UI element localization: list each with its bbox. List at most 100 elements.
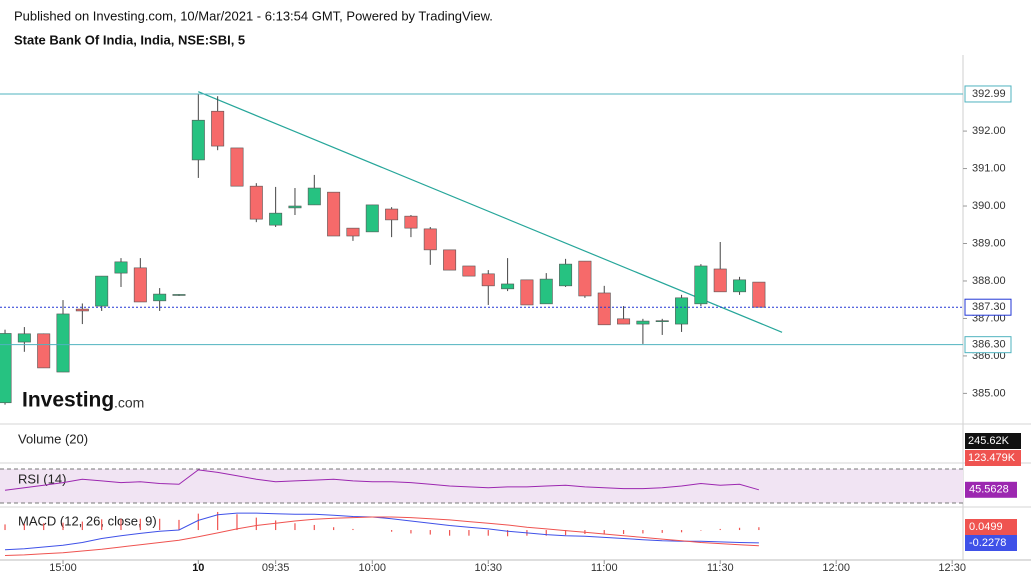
volume-bar <box>286 457 303 463</box>
trendline <box>198 91 783 333</box>
value-label: 245.62K <box>968 435 1010 447</box>
volume-bar <box>190 428 207 463</box>
volume-bar <box>557 454 574 463</box>
candle-body <box>713 268 727 293</box>
candle-body <box>95 275 109 307</box>
candle-body <box>346 227 360 237</box>
value-label-box <box>965 450 1021 466</box>
x-tick-label: 10 <box>192 562 204 574</box>
candle-body <box>230 147 244 187</box>
x-tick-label: 10:00 <box>359 562 387 574</box>
rsi-band <box>0 469 963 504</box>
y-tick-label: 389.00 <box>972 237 1006 249</box>
y-tick-label: 392.00 <box>972 125 1006 137</box>
candle-body <box>0 333 12 404</box>
candle-body <box>752 281 766 308</box>
candle-body <box>675 297 689 325</box>
volume-bar <box>634 456 651 463</box>
candle-body <box>211 110 225 147</box>
level-label: 392.99 <box>972 88 1006 100</box>
volume-bar <box>460 457 477 463</box>
volume-bar <box>576 456 593 463</box>
candle-body <box>520 279 534 306</box>
y-tick-label: 388.00 <box>972 275 1006 287</box>
value-label: 45.5628 <box>969 484 1009 496</box>
volume-bar <box>151 454 168 463</box>
volume-bar <box>170 458 187 463</box>
volume-bar <box>673 457 690 463</box>
volume-bar <box>54 451 71 463</box>
volume-bar <box>228 449 245 463</box>
candle-body <box>481 273 495 287</box>
value-label-box <box>965 535 1017 551</box>
value-label: 0.0499 <box>969 521 1003 533</box>
candle-body <box>636 320 650 325</box>
candle-body <box>17 333 31 343</box>
candle-body <box>249 185 263 220</box>
value-label-box <box>965 481 1017 498</box>
volume-bar <box>344 456 361 463</box>
candle-body <box>462 265 476 277</box>
value-label: 123.479K <box>968 452 1016 464</box>
candle-body <box>404 215 418 229</box>
candle-body <box>539 278 553 305</box>
y-tick-label: 390.00 <box>972 200 1006 212</box>
logo-name: Investing <box>22 389 114 412</box>
volume-bar <box>248 451 265 463</box>
volume-bar <box>518 458 535 463</box>
logo-suffix: .com <box>114 395 144 411</box>
candle-body <box>733 279 747 293</box>
value-label-box <box>965 433 1021 449</box>
volume-bar <box>480 452 497 463</box>
candle-body <box>172 294 186 296</box>
macd-line <box>4 516 759 556</box>
volume-bar <box>0 453 14 463</box>
price-series <box>0 91 783 463</box>
candle-body <box>597 292 611 326</box>
candle-body <box>56 313 70 373</box>
volume-bar <box>402 458 419 463</box>
panel-title: MACD (12, 26, close, 9) <box>18 513 157 528</box>
y-tick-label: 385.00 <box>972 387 1006 399</box>
candle-body <box>288 205 302 209</box>
volume-bar <box>596 448 613 463</box>
volume-bar <box>93 449 110 463</box>
candle-body <box>617 318 631 325</box>
volume-bar <box>499 457 516 463</box>
candle-body <box>269 212 283 226</box>
candle-body <box>75 308 89 312</box>
volume-bar <box>209 446 226 463</box>
plot: 15:00 10 09:35 10:00 10:30 11:00 11:30 12:00 12:… <box>0 85 1021 574</box>
y-tick-label: 391.00 <box>972 162 1006 174</box>
candle-body <box>559 263 573 287</box>
volume-bar <box>654 459 671 463</box>
volume-ma-line <box>5 450 759 455</box>
candle-body <box>694 265 708 305</box>
level-label-box <box>964 298 1012 316</box>
candle-body <box>443 249 457 271</box>
published-note: Published on Investing.com, 10/Mar/2021 … <box>14 8 493 23</box>
candle-body <box>191 119 205 161</box>
level-label: 386.30 <box>972 339 1006 351</box>
candle-body <box>423 228 437 251</box>
volume-bar <box>267 456 284 463</box>
volume-bar <box>712 449 729 463</box>
value-label: -0.2278 <box>969 537 1006 549</box>
candle-body <box>578 260 592 297</box>
candle-body <box>307 187 321 206</box>
candle-body <box>365 204 379 233</box>
volume-bar <box>112 446 129 463</box>
level-label-box <box>964 85 1012 103</box>
value-label-box <box>965 519 1017 535</box>
candle-body <box>37 333 51 369</box>
candle-body <box>501 283 515 290</box>
volume-bar <box>132 444 149 463</box>
x-tick-label: 15:00 <box>49 562 77 574</box>
volume-bar <box>750 459 767 463</box>
level-label-box <box>964 336 1012 354</box>
volume-bar <box>383 457 400 463</box>
volume-bar <box>441 456 458 463</box>
candle-body <box>133 267 147 303</box>
volume-bar <box>35 454 52 463</box>
